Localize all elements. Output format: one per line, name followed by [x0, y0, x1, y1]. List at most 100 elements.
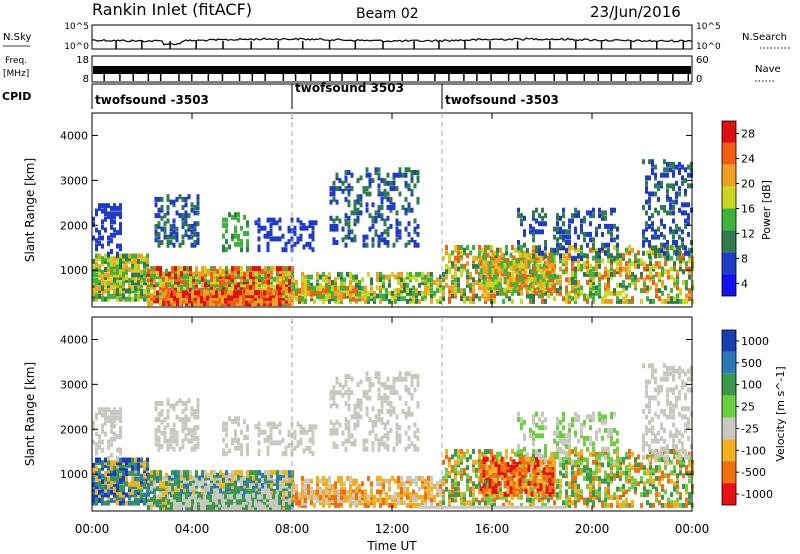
power-cell [646, 288, 649, 294]
velocity-cell [276, 475, 279, 481]
velocity-cell [298, 500, 301, 506]
power-cell [487, 293, 490, 299]
power-cell [556, 280, 559, 285]
power-cell [545, 284, 549, 290]
freq-strip: Freq. [MHz] 18 8 60 0 Nave [3, 55, 781, 85]
power-cell [210, 290, 213, 296]
power-cell [613, 290, 616, 296]
power-cell [107, 203, 110, 209]
power-cell [651, 161, 654, 167]
power-cell [119, 285, 122, 291]
velocity-cell [454, 459, 457, 465]
power-cell [316, 293, 319, 299]
power-cell [430, 277, 433, 283]
velocity-cell [586, 484, 589, 489]
power-ylabel: Slant Range [km] [23, 158, 37, 262]
velocity-cell [198, 478, 201, 484]
power-cell [577, 266, 580, 272]
power-cell [276, 268, 279, 274]
power-cell [230, 295, 233, 301]
power-cell [225, 228, 228, 234]
power-cell [260, 293, 263, 298]
power-cell [276, 274, 279, 280]
velocity-cell [261, 472, 264, 478]
power-cell [119, 269, 122, 275]
velocity-cell [270, 486, 273, 492]
power-cell [107, 251, 110, 257]
velocity-cell [168, 480, 171, 486]
radar-title: Rankin Inlet (fitACF) [92, 0, 252, 19]
power-cell [460, 250, 463, 256]
power-cell [143, 296, 146, 302]
power-cell [169, 199, 173, 205]
power-cell [565, 296, 568, 302]
velocity-cell [218, 499, 221, 505]
power-cell [654, 164, 657, 170]
velocity-cell [119, 460, 122, 466]
velocity-cell [183, 486, 186, 492]
velocity-cell [493, 492, 496, 498]
power-cell [479, 274, 483, 280]
power-cell [225, 266, 228, 272]
velocity-cell [481, 451, 484, 457]
velocity-cell [131, 457, 134, 463]
power-cell [382, 296, 385, 302]
velocity-cell [104, 500, 107, 506]
velocity-cell [128, 457, 131, 463]
power-cell [204, 274, 207, 280]
power-cell [598, 277, 601, 283]
velocity-cell [355, 500, 358, 506]
power-cell [364, 285, 367, 291]
power-cell [666, 188, 669, 194]
power-cell [394, 288, 397, 294]
velocity-cell [601, 478, 604, 484]
power-cell [559, 290, 562, 296]
y-tick-label: 3000 [60, 174, 88, 187]
velocity-cell [189, 499, 192, 505]
power-cell [643, 277, 646, 283]
power-cell [664, 255, 667, 261]
power-cell [349, 274, 352, 280]
power-cell [334, 277, 337, 283]
power-cell [197, 290, 200, 296]
power-cell [258, 287, 261, 293]
velocity-cell [463, 497, 466, 503]
power-cell [660, 242, 663, 248]
power-cell [116, 296, 119, 302]
velocity-cell [340, 475, 343, 481]
power-cell [113, 283, 116, 289]
velocity-cell [454, 475, 457, 481]
velocity-cell [177, 470, 180, 476]
power-cell [551, 268, 555, 274]
velocity-cell [364, 497, 367, 503]
power-cell [666, 256, 669, 262]
power-cell [319, 285, 322, 291]
velocity-cell [409, 478, 412, 484]
velocity-cell [397, 500, 400, 506]
power-cell [207, 298, 210, 304]
velocity-cell [183, 478, 186, 484]
velocity-cell [255, 486, 258, 492]
power-cell [556, 290, 559, 296]
velocity-cell [415, 497, 418, 503]
velocity-cell [334, 484, 337, 489]
power-cell [505, 293, 508, 299]
power-cell [598, 274, 601, 280]
velocity-cell [307, 492, 310, 498]
velocity-cell [191, 499, 194, 505]
power-cell [243, 276, 246, 282]
power-cell [409, 293, 412, 299]
power-cell [302, 223, 306, 228]
velocity-cell [101, 500, 104, 506]
power-cell [110, 232, 113, 238]
power-cell [559, 258, 562, 264]
velocity-cell [227, 505, 230, 511]
power-cell [445, 245, 448, 250]
power-cell [661, 269, 664, 275]
velocity-cell [225, 480, 228, 486]
power-cell [263, 301, 266, 307]
power-cell [329, 226, 333, 232]
power-cell [684, 218, 687, 224]
velocity-cell [370, 492, 373, 498]
power-cell [198, 287, 201, 293]
